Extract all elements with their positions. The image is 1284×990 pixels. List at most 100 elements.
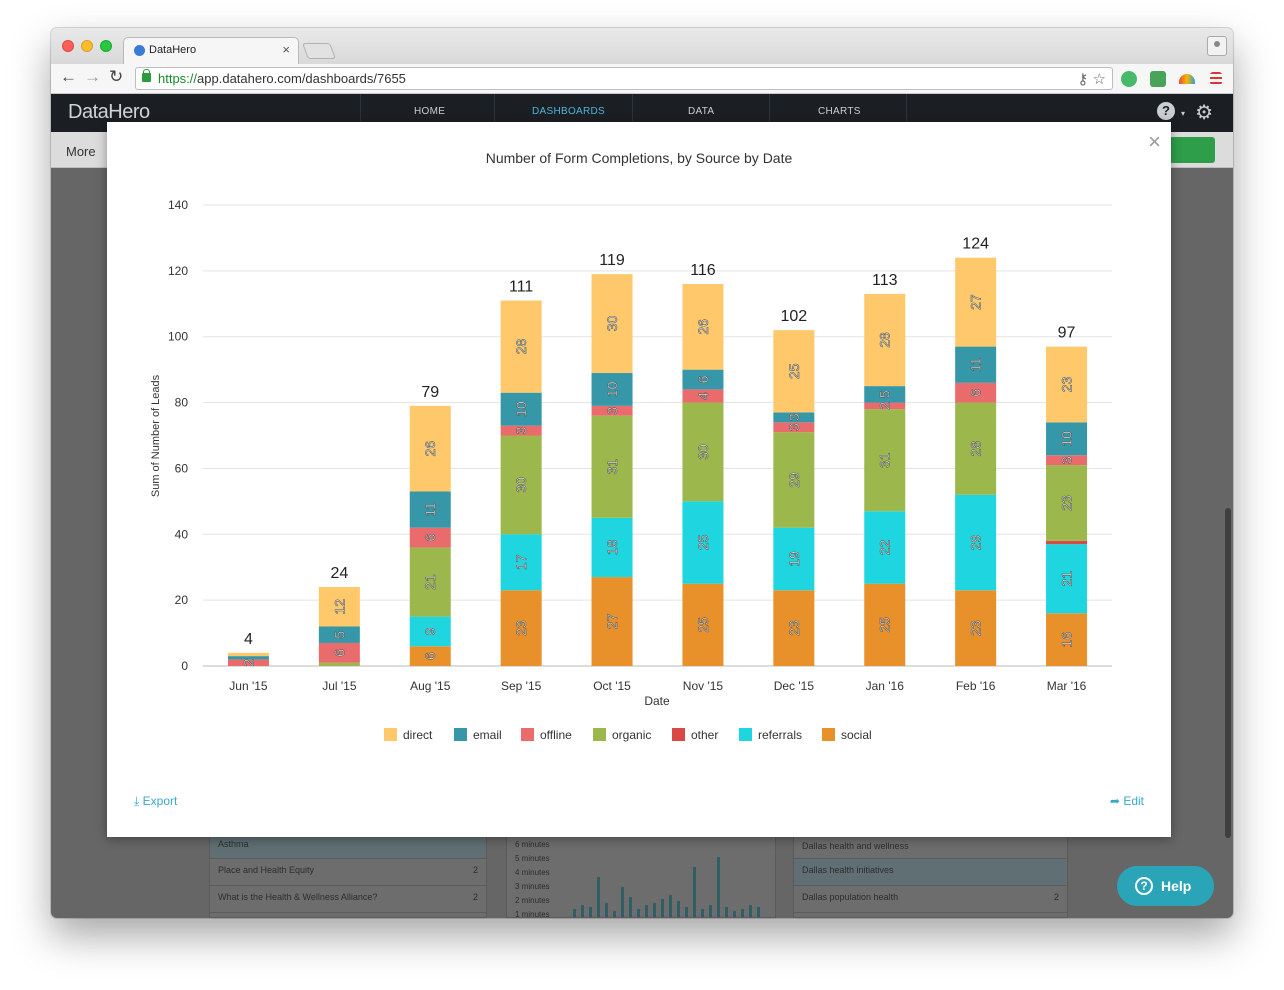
legend-swatch-social	[822, 728, 835, 741]
tab-close-icon[interactable]: ×	[282, 42, 290, 57]
close-window-button[interactable]	[62, 40, 74, 52]
favicon-icon	[134, 45, 145, 56]
background-bar	[757, 907, 760, 917]
menu-icon[interactable]	[1210, 72, 1222, 85]
background-bar	[749, 905, 752, 917]
segment-label: 23	[513, 620, 529, 636]
background-bar	[717, 857, 720, 917]
segment-label: 4	[695, 392, 711, 400]
segment-label: 29	[968, 535, 984, 551]
background-bar	[605, 903, 608, 917]
bar-total-label: 113	[872, 272, 898, 289]
profile-icon[interactable]	[1207, 36, 1227, 56]
y-tick-label: 140	[168, 198, 188, 212]
tab-title: DataHero	[149, 44, 197, 56]
segment-label: 23	[968, 620, 984, 636]
background-bar	[645, 905, 648, 917]
bar-segment-offline	[500, 425, 542, 436]
browser-tab[interactable]: DataHero ×	[123, 37, 299, 64]
bar-total-label: 79	[421, 384, 439, 401]
segment-label: 23	[1059, 376, 1075, 392]
edit-button[interactable]: ➦ Edit	[1109, 794, 1144, 808]
segment-label: 25	[695, 617, 711, 633]
x-tick-label: Dec '15	[774, 679, 815, 693]
legend-label: referrals	[758, 728, 802, 742]
bar-segment-direct	[227, 652, 269, 657]
bar-segment-social	[955, 590, 997, 666]
table-row: Dallas health and wellness	[794, 837, 1067, 859]
background-bar	[661, 899, 664, 917]
back-icon[interactable]: ←	[60, 67, 77, 86]
bar-segment-direct	[591, 274, 633, 373]
bar-segment-organic	[864, 409, 906, 512]
segment-label: 5	[331, 631, 347, 639]
segment-label: 2	[240, 659, 256, 667]
segment-label: 30	[604, 316, 620, 332]
segment-label: 11	[422, 502, 438, 517]
segment-label: 27	[604, 614, 620, 630]
bar-segment-email	[864, 386, 906, 403]
bar-segment-organic	[591, 415, 633, 518]
nav-data[interactable]: DATA	[688, 106, 715, 117]
gear-icon[interactable]: ⚙	[1195, 102, 1213, 124]
help-menu-icon[interactable]: ?	[1157, 102, 1175, 120]
nav-dashboards[interactable]: DASHBOARDS	[532, 106, 606, 117]
key-icon[interactable]: ⚷	[1077, 71, 1089, 88]
help-button[interactable]: ? Help	[1117, 866, 1214, 906]
maximize-window-button[interactable]	[100, 40, 112, 52]
bar-segment-social	[409, 646, 451, 666]
segment-label: 30	[513, 477, 529, 493]
y-axis-label: Sum of Number of Leads	[150, 374, 162, 497]
legend-label: offline	[540, 728, 572, 742]
nav-home[interactable]: HOME	[414, 106, 446, 117]
background-table-panel: Asthma Place and Health Equity 2 What is …	[209, 836, 487, 918]
bar-segment-organic	[500, 435, 542, 535]
page-scrollbar[interactable]	[1225, 508, 1231, 838]
background-bar	[589, 907, 592, 917]
bar-segment-email	[591, 372, 633, 406]
forward-icon[interactable]: →	[84, 67, 101, 86]
more-menu[interactable]: More	[66, 144, 96, 159]
segment-label: 6	[422, 533, 438, 541]
bar-segment-direct	[500, 300, 542, 393]
segment-label: 27	[968, 294, 984, 310]
bar-segment-offline	[955, 382, 997, 403]
bar-segment-referrals	[955, 494, 997, 591]
primary-action-button[interactable]	[1169, 137, 1215, 163]
extension-icon[interactable]	[1150, 71, 1166, 87]
bar-segment-email	[318, 626, 360, 643]
export-button[interactable]: ⤓ Export	[134, 794, 178, 808]
bar-segment-offline	[227, 659, 269, 666]
chart-title: Number of Form Completions, by Source by…	[486, 150, 793, 166]
close-icon[interactable]: ×	[1148, 129, 1161, 154]
legend-label: email	[473, 728, 502, 742]
address-bar[interactable]: https://app.datahero.com/dashboards/7655…	[135, 67, 1113, 90]
extension-icon[interactable]	[1179, 74, 1195, 84]
minimize-window-button[interactable]	[81, 40, 93, 52]
app-logo[interactable]: DataHero	[68, 101, 150, 123]
segment-label: 5	[877, 390, 893, 398]
chevron-down-icon[interactable]: ▾	[1180, 109, 1185, 118]
bar-segment-organic	[773, 432, 815, 528]
segment-label: 3	[1059, 456, 1075, 464]
extension-icon[interactable]	[1121, 71, 1137, 87]
tab-strip: DataHero ×	[51, 28, 1233, 64]
background-bar	[581, 905, 584, 917]
reload-icon[interactable]: ↻	[109, 67, 124, 86]
background-bar	[653, 903, 656, 917]
bar-segment-direct	[864, 293, 906, 387]
url-text[interactable]: https://app.datahero.com/dashboards/7655	[158, 71, 406, 86]
background-bar	[685, 907, 688, 917]
legend-swatch-organic	[593, 728, 606, 741]
nav-charts[interactable]: CHARTS	[818, 106, 861, 117]
background-bar	[701, 909, 704, 917]
bar-segment-social	[682, 583, 724, 666]
new-tab-button[interactable]	[302, 43, 336, 59]
y-tick-label: 120	[168, 264, 188, 278]
omnibox-icons: ⚷ ☆	[1077, 70, 1106, 88]
bar-segment-offline	[409, 527, 451, 548]
bookmark-star-icon[interactable]: ☆	[1092, 71, 1106, 88]
background-bar	[741, 909, 744, 917]
segment-label: 10	[604, 381, 620, 397]
bar-segment-organic	[318, 662, 360, 666]
